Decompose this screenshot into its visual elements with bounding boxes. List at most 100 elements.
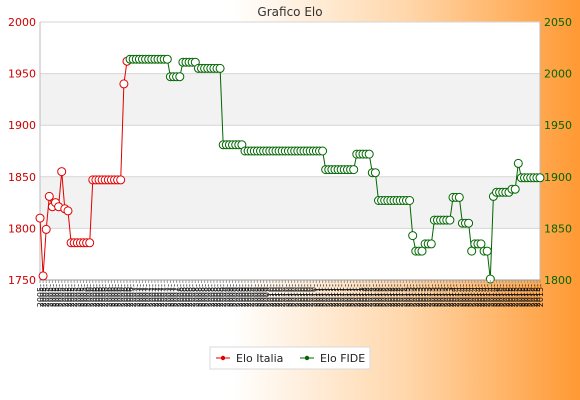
x-tick-label: 2005- — [52, 284, 61, 307]
x-tick-label: 2006- — [126, 284, 135, 307]
chart-title: Grafico Elo — [257, 5, 322, 19]
x-tick-label: 2009- — [222, 284, 231, 307]
data-point — [370, 168, 380, 178]
x-tick-label: 2009- — [260, 284, 269, 307]
legend-marker — [220, 355, 226, 361]
data-point — [445, 215, 455, 225]
x-tick-label: 2015- — [496, 284, 505, 307]
x-tick-label: 2005- — [61, 284, 70, 307]
x-tick-label: 2013- — [424, 284, 433, 307]
legend-label: Elo FIDE — [320, 352, 365, 365]
x-tick-label: 2009- — [238, 284, 247, 307]
x-tick-label: 2007- — [145, 284, 154, 307]
x-tick-label: 2005- — [36, 284, 45, 307]
x-tick-label: 2005- — [58, 284, 67, 307]
x-tick-label: 2006- — [98, 284, 107, 307]
x-tick-label: 2009- — [225, 284, 234, 307]
x-tick-label: 2013- — [406, 284, 415, 307]
data-point — [63, 206, 73, 216]
x-tick-label: 2015- — [499, 284, 508, 307]
x-tick-label: 2010- — [281, 284, 290, 307]
y-right-tick-label: 1950 — [544, 119, 572, 132]
x-tick-label: 2013- — [418, 284, 427, 307]
x-tick-label: 2011- — [316, 284, 325, 307]
x-tick-label: 2007- — [148, 284, 157, 307]
x-tick-label: 2007- — [170, 284, 179, 307]
x-tick-label: 2009- — [263, 284, 272, 307]
x-tick-label: 2007- — [135, 284, 144, 307]
x-tick-label: 2014- — [455, 284, 464, 307]
x-tick-label: 2014- — [480, 284, 489, 307]
x-tick-label: 2013- — [440, 284, 449, 307]
x-tick-label: 2015- — [524, 284, 533, 307]
x-tick-label: 2008- — [207, 284, 216, 307]
x-tick-label: 2009- — [229, 284, 238, 307]
data-point — [405, 196, 415, 205]
y-left-tick-label: 1800 — [8, 222, 36, 235]
data-point — [162, 54, 172, 64]
data-point — [364, 149, 374, 159]
data-point — [464, 218, 474, 228]
x-tick-label: 2013- — [402, 284, 411, 307]
y-left-tick-label: 1950 — [8, 68, 36, 81]
x-tick-label: 2009- — [244, 284, 253, 307]
x-tick-label: 2011- — [325, 284, 334, 307]
x-tick-label: 2011- — [340, 284, 349, 307]
x-tick-label: 2009- — [247, 284, 256, 307]
data-point — [119, 79, 129, 89]
y-right-tick-label: 1850 — [544, 222, 572, 235]
x-tick-label: 2009- — [256, 284, 265, 307]
x-tick-label: 2013- — [415, 284, 424, 307]
x-tick-label: 2008- — [201, 284, 210, 307]
x-tick-label: 2011- — [347, 284, 356, 307]
x-tick-label: 2005- — [42, 284, 51, 307]
x-tick-label: 2015- — [530, 284, 539, 307]
data-point — [215, 63, 225, 73]
x-tick-label: 2010- — [272, 284, 281, 307]
data-point — [482, 246, 492, 256]
x-tick-label: 2011- — [331, 284, 340, 307]
y-right-tick-label: 2050 — [544, 16, 572, 29]
x-tick-label: 2006- — [104, 284, 113, 307]
x-tick-label: 2005- — [39, 284, 48, 307]
y-left-tick-label: 1900 — [8, 119, 36, 132]
y-left-tick-label: 1850 — [8, 171, 36, 184]
x-tick-label: 2012- — [378, 284, 387, 307]
x-tick-label: 2008- — [213, 284, 222, 307]
x-tick-label: 2014- — [474, 284, 483, 307]
x-tick-label: 2010- — [309, 284, 318, 307]
x-tick-label: 2006- — [114, 284, 123, 307]
x-tick-label: 2014- — [483, 284, 492, 307]
x-tick-label: 2008- — [216, 284, 225, 307]
x-tick-label: 2014- — [468, 284, 477, 307]
x-tick-label: 2012- — [371, 284, 380, 307]
x-tick-label: 2008- — [179, 284, 188, 307]
x-tick-label: 2011- — [350, 284, 359, 307]
data-point — [513, 158, 523, 168]
x-tick-label: 2012- — [365, 284, 374, 307]
x-tick-label: 2012- — [384, 284, 393, 307]
x-tick-label: 2015- — [502, 284, 511, 307]
x-tick-label: 2011- — [322, 284, 331, 307]
x-tick-label: 2014- — [465, 284, 474, 307]
x-tick-label: 2012- — [362, 284, 371, 307]
x-tick-label: 2015- — [505, 284, 514, 307]
x-tick-label: 2014- — [477, 284, 486, 307]
x-tick-label: 2006- — [83, 284, 92, 307]
x-tick-label: 2012- — [390, 284, 399, 307]
legend-label: Elo Italia — [236, 352, 283, 365]
x-tick-label: 2014- — [493, 284, 502, 307]
x-tick-label: 2006- — [120, 284, 129, 307]
x-tick-label: 2015- — [517, 284, 526, 307]
x-tick-label: 2007- — [154, 284, 163, 307]
x-tick-label: 2008- — [210, 284, 219, 307]
data-point — [408, 231, 418, 241]
x-tick-label: 2009- — [232, 284, 241, 307]
x-tick-label: 2006- — [101, 284, 110, 307]
data-point — [318, 146, 328, 156]
x-tick-label: 2010- — [297, 284, 306, 307]
x-tick-label: 2007- — [166, 284, 175, 307]
x-tick-label: 2008- — [185, 284, 194, 307]
x-tick-label: 2015- — [536, 284, 545, 307]
